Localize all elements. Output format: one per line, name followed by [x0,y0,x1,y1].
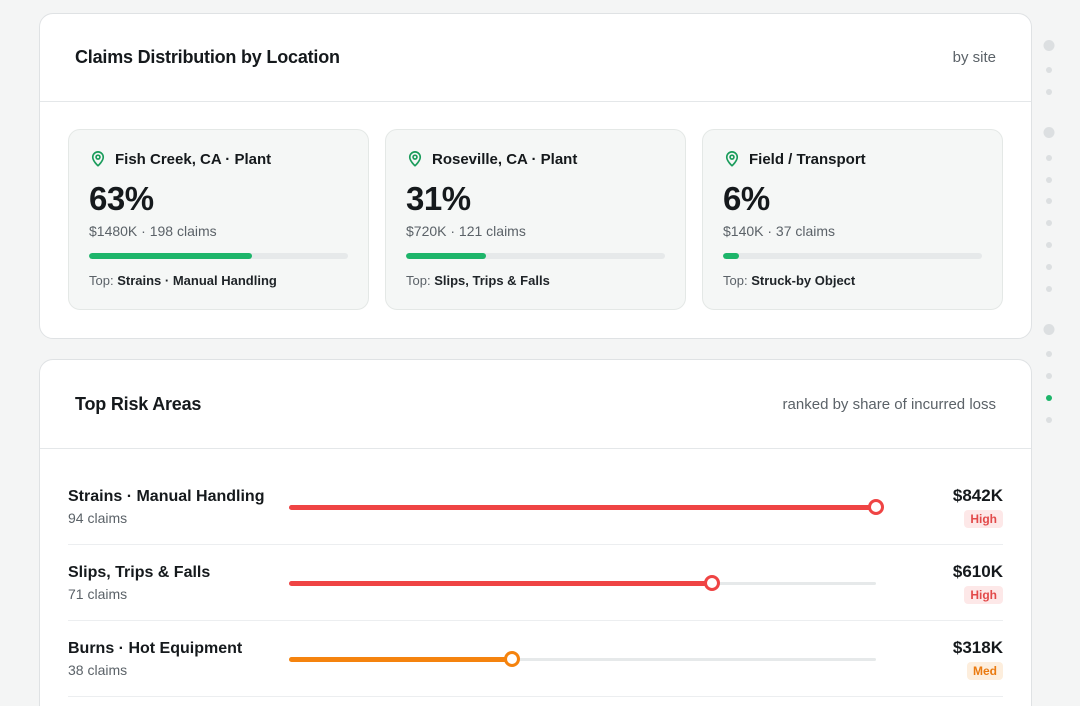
risk-share-fill [289,580,712,586]
risk-level-badge: Med [967,661,1003,680]
top-prefix: Top: [89,273,114,288]
top-prefix: Top: [406,273,431,288]
risk-share-marker[interactable] [504,651,521,667]
location-share-bar [89,253,348,259]
section-nav-dot[interactable] [1046,67,1052,73]
card-subtitle: by site [952,49,996,66]
risk-amount: $842K [952,485,1003,505]
risk-amount: $318K [952,637,1003,657]
location-share-fill [723,253,739,259]
section-nav-dot[interactable] [1046,264,1052,270]
card-title: Claims Distribution by Location [75,47,340,67]
section-nav-dot[interactable] [1043,40,1055,51]
risk-claims: 38 claims [68,661,128,678]
location-share-percent: 31% [406,180,471,217]
claims-by-location-card: Claims Distribution by Location by site … [39,13,1032,339]
map-pin-icon [408,151,422,167]
location-meta: $140K · 37 claims [723,223,836,239]
location-card[interactable]: Field / Transport 6% $140K · 37 claims T… [702,129,1003,310]
risk-share-marker[interactable] [868,499,884,515]
location-share-percent: 63% [89,180,154,217]
risk-share-track [289,499,884,515]
map-pin-icon [725,151,739,167]
location-share-bar [723,253,982,259]
location-name: Roseville, CA · Plant [432,150,578,168]
section-nav-dot[interactable] [1046,89,1052,95]
risk-amount: $610K [952,561,1003,581]
section-nav-rail [1043,0,1055,706]
top-risk-name: Struck-by Object [751,273,856,288]
section-nav-dot[interactable] [1046,351,1052,357]
section-nav-dot[interactable] [1046,155,1052,161]
location-top-risk: Top: Struck-by Object [723,273,982,288]
location-share-fill [89,253,253,259]
risk-claims: 71 claims [68,585,128,602]
card-header: Top Risk Areas ranked by share of incurr… [40,360,1031,449]
risk-name: Burns · Hot Equipment [68,639,243,657]
risk-name: Slips, Trips & Falls [68,563,211,581]
top-prefix: Top: [723,273,748,288]
section-nav-dot[interactable] [1043,324,1055,335]
section-nav-dot[interactable] [1046,198,1052,204]
section-nav-dot[interactable] [1043,127,1055,138]
card-header: Claims Distribution by Location by site [40,14,1031,102]
location-meta: $1480K · 198 claims [89,223,217,239]
location-card[interactable]: Fish Creek, CA · Plant 63% $1480K · 198 … [68,129,369,310]
risk-share-fill [289,656,513,662]
card-title: Top Risk Areas [75,393,202,414]
top-risk-areas-card: Top Risk Areas ranked by share of incurr… [39,359,1032,706]
risk-share-fill [289,504,876,510]
risk-share-track [289,575,876,591]
section-nav-dot[interactable] [1046,417,1052,423]
location-share-fill [406,253,487,259]
top-risk-name: Slips, Trips & Falls [434,273,550,288]
location-list: Fish Creek, CA · Plant 63% $1480K · 198 … [40,102,1031,310]
section-nav-dot[interactable] [1046,373,1052,379]
map-pin-icon [91,151,105,167]
location-top-risk: Top: Slips, Trips & Falls [406,273,665,288]
risk-row[interactable]: Burns · Hot Equipment 38 claims $318K Me… [68,621,1003,697]
section-nav-dot[interactable] [1046,242,1052,248]
location-name: Fish Creek, CA · Plant [115,150,272,168]
location-share-percent: 6% [723,180,770,217]
risk-name: Strains · Manual Handling [68,487,265,505]
risk-level-badge: High [964,509,1003,528]
location-name: Field / Transport [749,150,866,168]
section-nav-dot-active[interactable] [1046,395,1052,401]
risk-level-badge: High [964,585,1003,604]
risk-row[interactable]: Slips, Trips & Falls 71 claims $610K Hig… [68,545,1003,621]
section-nav-dot[interactable] [1046,220,1052,226]
location-top-risk: Top: Strains · Manual Handling [89,273,348,288]
section-nav-dot[interactable] [1046,177,1052,183]
risk-list: Strains · Manual Handling 94 claims $842… [40,449,1031,697]
location-meta: $720K · 121 claims [406,223,526,239]
location-card[interactable]: Roseville, CA · Plant 31% $720K · 121 cl… [385,129,686,310]
section-nav-dot[interactable] [1046,286,1052,292]
risk-row[interactable]: Strains · Manual Handling 94 claims $842… [68,469,1003,545]
risk-share-track [289,651,876,667]
location-share-bar [406,253,665,259]
risk-claims: 94 claims [68,509,128,526]
top-risk-name: Strains · Manual Handling [117,273,277,288]
risk-share-marker[interactable] [703,575,720,591]
card-subtitle: ranked by share of incurred loss [782,395,996,413]
